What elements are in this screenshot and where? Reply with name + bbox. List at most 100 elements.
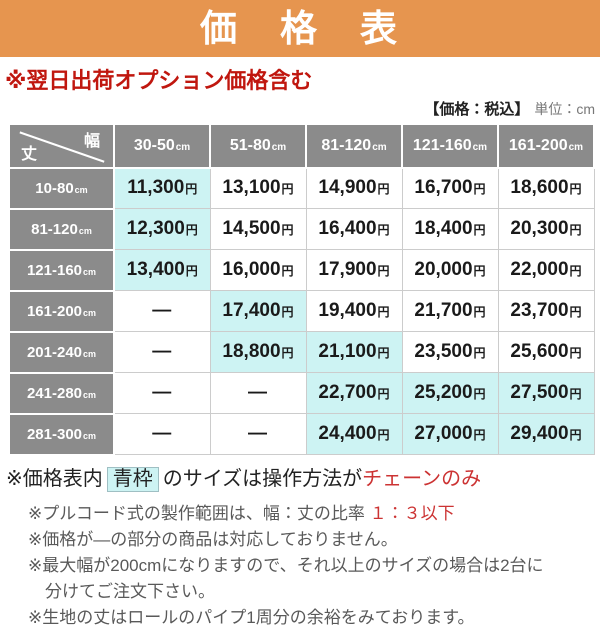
cm-unit: cm (271, 141, 287, 153)
title-banner: 価 格 表 (0, 0, 600, 57)
price-cell: 16,000円 (209, 249, 307, 292)
price-cell: — (209, 413, 307, 456)
price-cell: 21,100円 (305, 331, 403, 374)
price-cell: 14,500円 (209, 208, 307, 251)
table-row: 121-160cm 13,400円 16,000円 17,900円 20,000… (8, 248, 595, 292)
cm-unit: cm (372, 141, 387, 153)
col-header-51-80: 51-80cm (209, 122, 307, 169)
yen-unit: 円 (569, 305, 582, 320)
price-cell: 23,500円 (401, 331, 499, 374)
table-header-row: 幅 丈 30-50cm 51-80cm 81-120cm 121-160cm 1… (8, 122, 595, 169)
price-cell: 20,300円 (497, 208, 595, 251)
price-cell: 17,900円 (305, 249, 403, 292)
cm-unit: cm (83, 389, 97, 400)
row-label-281-300: 281-300cm (8, 412, 115, 456)
cm-unit: cm (472, 141, 488, 153)
yen-unit: 円 (185, 223, 198, 238)
yen-unit: 円 (473, 346, 486, 361)
table-row: 241-280cm — — 22,700円 25,200円 27,500円 (8, 371, 595, 415)
price-cell: — (209, 372, 307, 415)
width-axis-label: 幅 (83, 132, 100, 150)
price-cell: 13,400円 (113, 249, 211, 292)
price-cell: 21,700円 (401, 290, 499, 333)
price-table: 幅 丈 30-50cm 51-80cm 81-120cm 121-160cm 1… (8, 122, 595, 456)
col-header-81-120: 81-120cm (305, 122, 403, 169)
tax-included-label: 【価格：税込】 (424, 101, 530, 119)
cm-unit: cm (74, 184, 88, 195)
price-cell: 18,600円 (497, 167, 595, 210)
price-cell: 14,900円 (305, 167, 403, 210)
col-header-121-160: 121-160cm (401, 122, 499, 169)
price-cell: — (113, 372, 211, 415)
yen-unit: 円 (185, 182, 198, 197)
diagonal-line (19, 130, 105, 163)
cm-unit: cm (83, 348, 97, 359)
cm-unit: cm (83, 430, 97, 441)
row-label-241-280: 241-280cm (8, 371, 115, 415)
yen-unit: 円 (473, 182, 486, 197)
unit-label: 単位：cm (534, 101, 595, 118)
price-cell: 25,600円 (497, 331, 595, 374)
table-row: 161-200cm — 17,400円 19,400円 21,700円 23,7… (8, 289, 595, 333)
notes-section: ※価格表内 青枠 のサイズは操作方法がチェーンのみ ※プルコード式の製作範囲は、幅：… (6, 466, 600, 631)
row-label-10-80: 10-80cm (8, 166, 115, 210)
yen-unit: 円 (569, 346, 582, 361)
note-pullcord-range: ※プルコード式の製作範囲は、幅：丈の比率 １：３以下 (28, 503, 455, 523)
yen-unit: 円 (569, 387, 582, 402)
row-label-81-120: 81-120cm (8, 207, 115, 251)
cm-unit: cm (568, 141, 584, 153)
cm-unit: cm (83, 307, 97, 318)
price-cell: 29,400円 (497, 413, 595, 456)
yen-unit: 円 (281, 182, 294, 197)
price-cell: 18,800円 (209, 331, 307, 374)
price-cell: 22,000円 (497, 249, 595, 292)
table-row: 201-240cm — 18,800円 21,100円 23,500円 25,6… (8, 330, 595, 374)
price-meta-line: 【価格：税込】 単位：cm (0, 100, 595, 119)
note-fabric-length: ※生地の丈はロールのパイプ1周分の余裕をみております。 (28, 607, 475, 627)
yen-unit: 円 (281, 264, 294, 279)
yen-unit: 円 (377, 264, 390, 279)
yen-unit: 円 (377, 387, 390, 402)
ratio-accent: １：３以下 (369, 503, 455, 523)
yen-unit: 円 (473, 264, 486, 279)
yen-unit: 円 (569, 182, 582, 197)
yen-unit: 円 (377, 182, 390, 197)
price-cell: 27,000円 (401, 413, 499, 456)
price-cell: 22,700円 (305, 372, 403, 415)
price-cell: 16,700円 (401, 167, 499, 210)
table-row: 10-80cm 11,300円 13,100円 14,900円 16,700円 … (8, 166, 595, 210)
price-cell: 13,100円 (209, 167, 307, 210)
note-dash-unavailable: ※価格が―の部分の商品は対応しておりません。 (28, 529, 398, 549)
table-row: 81-120cm 12,300円 14,500円 16,400円 18,400円… (8, 207, 595, 251)
price-cell: 19,400円 (305, 290, 403, 333)
cm-unit: cm (175, 141, 191, 153)
chain-only-accent: チェーンのみ (362, 467, 482, 490)
price-cell: 20,000円 (401, 249, 499, 292)
price-cell: 17,400円 (209, 290, 307, 333)
length-axis-label: 丈 (21, 145, 38, 163)
page-title: 価 格 表 (200, 8, 400, 49)
table-corner-cell: 幅 丈 (8, 122, 115, 169)
price-cell: 25,200円 (401, 372, 499, 415)
yen-unit: 円 (377, 305, 390, 320)
yen-unit: 円 (185, 264, 198, 279)
price-cell: 27,500円 (497, 372, 595, 415)
col-header-30-50: 30-50cm (113, 122, 211, 169)
price-cell: 18,400円 (401, 208, 499, 251)
col-header-161-200: 161-200cm (497, 122, 595, 169)
price-cell: 12,300円 (113, 208, 211, 251)
yen-unit: 円 (281, 223, 294, 238)
yen-unit: 円 (473, 428, 486, 443)
yen-unit: 円 (569, 264, 582, 279)
cm-unit: cm (78, 225, 92, 236)
row-label-121-160: 121-160cm (8, 248, 115, 292)
yen-unit: 円 (473, 223, 486, 238)
note-max-width: ※最大幅が200cmになりますので、それ以上のサイズの場合は2台に 分けてご注文下… (28, 555, 544, 601)
yen-unit: 円 (281, 346, 294, 361)
yen-unit: 円 (569, 428, 582, 443)
blue-frame-sample: 青枠 (106, 466, 159, 492)
table-row: 281-300cm — — 24,400円 27,000円 29,400円 (8, 412, 595, 456)
price-cell: — (113, 413, 211, 456)
price-cell: 16,400円 (305, 208, 403, 251)
row-label-201-240: 201-240cm (8, 330, 115, 374)
